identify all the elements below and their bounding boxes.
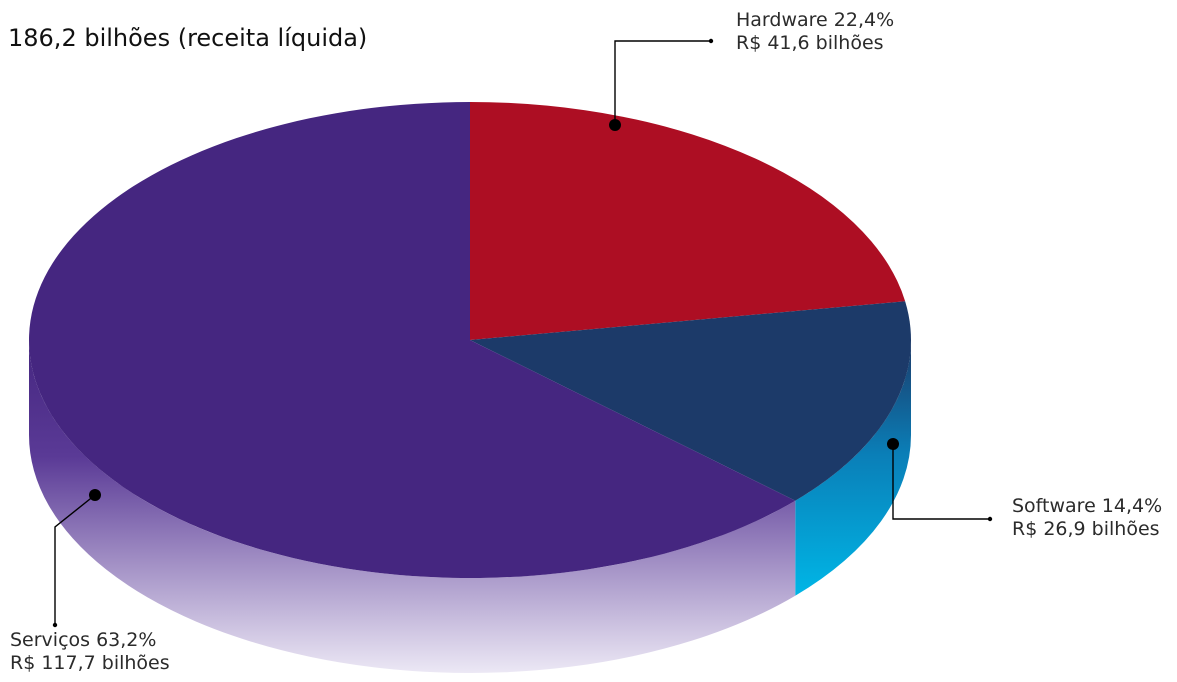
pie-sides: [29, 340, 911, 673]
label-software: Software 14,4% R$ 26,9 bilhões: [1012, 495, 1162, 541]
leader-line-hardware: [614, 40, 711, 125]
leader-end-servicos: [52, 622, 58, 628]
label-servicos-percent: Serviços 63,2%: [10, 629, 157, 651]
pie-slice-hardware: [470, 102, 906, 340]
label-servicos: Serviços 63,2% R$ 117,7 bilhões: [10, 629, 170, 675]
label-hardware: Hardware 22,4% R$ 41,6 bilhões: [736, 9, 894, 55]
leader-dot-hardware: [609, 119, 621, 131]
leader-line-software: [892, 444, 990, 520]
leader-line-servicos: [54, 494, 96, 625]
pie-tops: [28, 102, 912, 578]
leader-end-hardware: [708, 38, 714, 44]
leader-dot-servicos: [89, 489, 101, 501]
pie-side-servicos: [29, 340, 796, 673]
pie-slice-software: [470, 301, 912, 501]
leader-dot-software: [887, 438, 899, 450]
pie-slice-servicos: [28, 102, 796, 578]
label-servicos-value: R$ 117,7 bilhões: [10, 652, 170, 674]
pie-side-software: [795, 340, 911, 596]
chart-title: 186,2 bilhões (receita líquida): [8, 24, 368, 52]
leader-lines: [52, 38, 993, 628]
label-hardware-value: R$ 41,6 bilhões: [736, 32, 884, 54]
leader-end-software: [987, 516, 993, 522]
label-software-percent: Software 14,4%: [1012, 495, 1163, 517]
label-hardware-percent: Hardware 22,4%: [736, 9, 895, 31]
label-software-value: R$ 26,9 bilhões: [1012, 518, 1160, 540]
